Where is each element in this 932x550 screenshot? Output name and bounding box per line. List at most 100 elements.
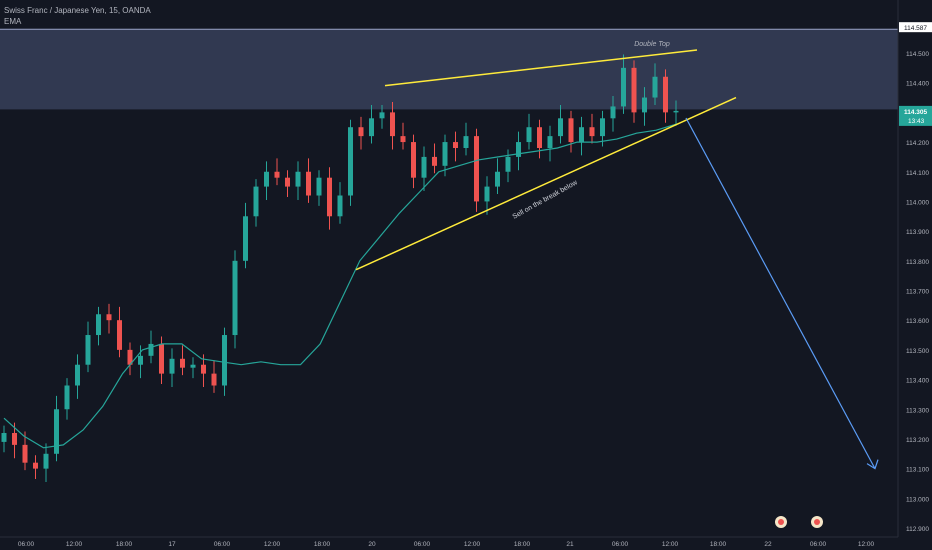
candle-body	[85, 335, 91, 365]
price-axis-label: 113.300	[906, 407, 929, 414]
current-price-tag	[899, 105, 932, 126]
candle-body	[589, 127, 595, 137]
event-marker-dot	[814, 519, 820, 525]
candle-body	[12, 433, 17, 445]
price-axis-label: 113.000	[906, 496, 929, 503]
candle-body	[631, 67, 637, 113]
price-axis-label: 114.000	[906, 199, 929, 206]
price-axis-bg	[898, 0, 932, 550]
candle-body	[117, 320, 122, 350]
time-axis-label: 06:00	[214, 541, 231, 548]
price-axis-label: 113.700	[906, 289, 929, 296]
candle-body	[579, 127, 584, 143]
candle-body	[148, 343, 154, 356]
candle-body	[211, 373, 217, 386]
candle-body	[526, 127, 532, 143]
candle-body	[306, 171, 311, 196]
projection-arrow-head	[866, 459, 879, 470]
candle-body	[33, 462, 38, 469]
symbol-title[interactable]: Swiss Franc / Japanese Yen, 15, OANDA	[4, 6, 151, 15]
candle-body	[201, 364, 206, 374]
candle-body	[379, 112, 385, 119]
top-price-tag-text: 114.587	[904, 25, 927, 32]
time-axis-label: 18:00	[514, 541, 531, 548]
candle-body	[463, 136, 469, 148]
candle-body	[621, 67, 626, 107]
candle-body	[327, 177, 332, 217]
candle-body	[432, 156, 437, 166]
lower-trendline	[355, 96, 737, 271]
candle-body	[358, 127, 364, 137]
time-axis-label: 06:00	[612, 541, 629, 548]
top-price-tag	[899, 22, 932, 33]
candle-body	[652, 76, 658, 98]
candle-body	[516, 142, 521, 157]
candle-body	[190, 364, 196, 368]
candle-body	[243, 216, 248, 261]
candle-body	[285, 177, 290, 187]
candle-body	[421, 156, 427, 178]
candle-body	[442, 142, 448, 166]
time-axis-label: 12:00	[264, 541, 281, 548]
candle-body	[505, 156, 511, 172]
candle-body	[484, 186, 490, 202]
time-axis-label: 17	[168, 541, 176, 548]
time-axis-label: 12:00	[66, 541, 83, 548]
candle-body	[558, 118, 563, 137]
candle-body	[180, 358, 185, 368]
candle-body	[64, 385, 70, 410]
countdown-text: 13:43	[908, 118, 925, 125]
time-axis-label: 06:00	[810, 541, 827, 548]
current-price-text: 114.305	[904, 109, 928, 116]
time-axis-label: 12:00	[662, 541, 679, 548]
candle-body	[348, 127, 353, 196]
price-axis-label: 114.500	[906, 51, 929, 58]
candles-group	[1, 54, 679, 482]
projection-arrow-line	[685, 117, 876, 469]
ema-line	[3, 123, 677, 449]
candle-body	[1, 433, 7, 442]
price-axis-label: 113.600	[906, 318, 929, 325]
candle-body	[600, 118, 605, 137]
time-axis-label: 20	[368, 541, 376, 548]
price-axis-label: 113.200	[906, 437, 929, 444]
price-axis-label: 113.100	[906, 467, 929, 474]
price-axis-label: 114.100	[906, 170, 929, 177]
price-axis-label: 112.900	[906, 526, 929, 533]
event-marker-dot	[778, 519, 784, 525]
price-axis-label: 114.200	[906, 140, 929, 147]
candle-body	[369, 118, 374, 137]
upper-trendline	[384, 49, 698, 87]
candle-body	[316, 177, 322, 196]
candle-body	[547, 136, 553, 148]
candle-body	[96, 314, 101, 336]
price-axis-label: 114.400	[906, 81, 929, 88]
time-axis-label: 12:00	[464, 541, 481, 548]
candle-body	[222, 335, 227, 386]
candle-body	[663, 76, 668, 113]
candle-body	[537, 127, 542, 148]
candle-body	[495, 171, 500, 187]
candle-body	[169, 358, 175, 374]
candle-body	[568, 118, 574, 143]
candle-body	[411, 142, 416, 178]
chart-legend: Swiss Franc / Japanese Yen, 15, OANDA EM…	[4, 5, 151, 27]
time-axis-label: 06:00	[414, 541, 431, 548]
ema-indicator-label[interactable]: EMA	[4, 17, 22, 26]
candle-body	[232, 260, 238, 336]
candle-body	[159, 343, 164, 374]
candle-body	[75, 364, 80, 386]
double-top-label: Double Top	[634, 41, 670, 48]
candle-body	[295, 171, 301, 187]
candle-body	[453, 142, 458, 148]
price-axis-label: 113.400	[906, 378, 929, 385]
candle-body	[43, 453, 49, 469]
sell-on-break-label: Sell on the break below	[512, 179, 580, 221]
candle-body	[253, 186, 259, 217]
time-axis-label: 18:00	[116, 541, 133, 548]
price-axis-label: 113.500	[906, 348, 929, 355]
time-axis-label: 06:00	[18, 541, 35, 548]
price-axis-label: 113.900	[906, 229, 929, 236]
candle-body	[274, 171, 280, 178]
